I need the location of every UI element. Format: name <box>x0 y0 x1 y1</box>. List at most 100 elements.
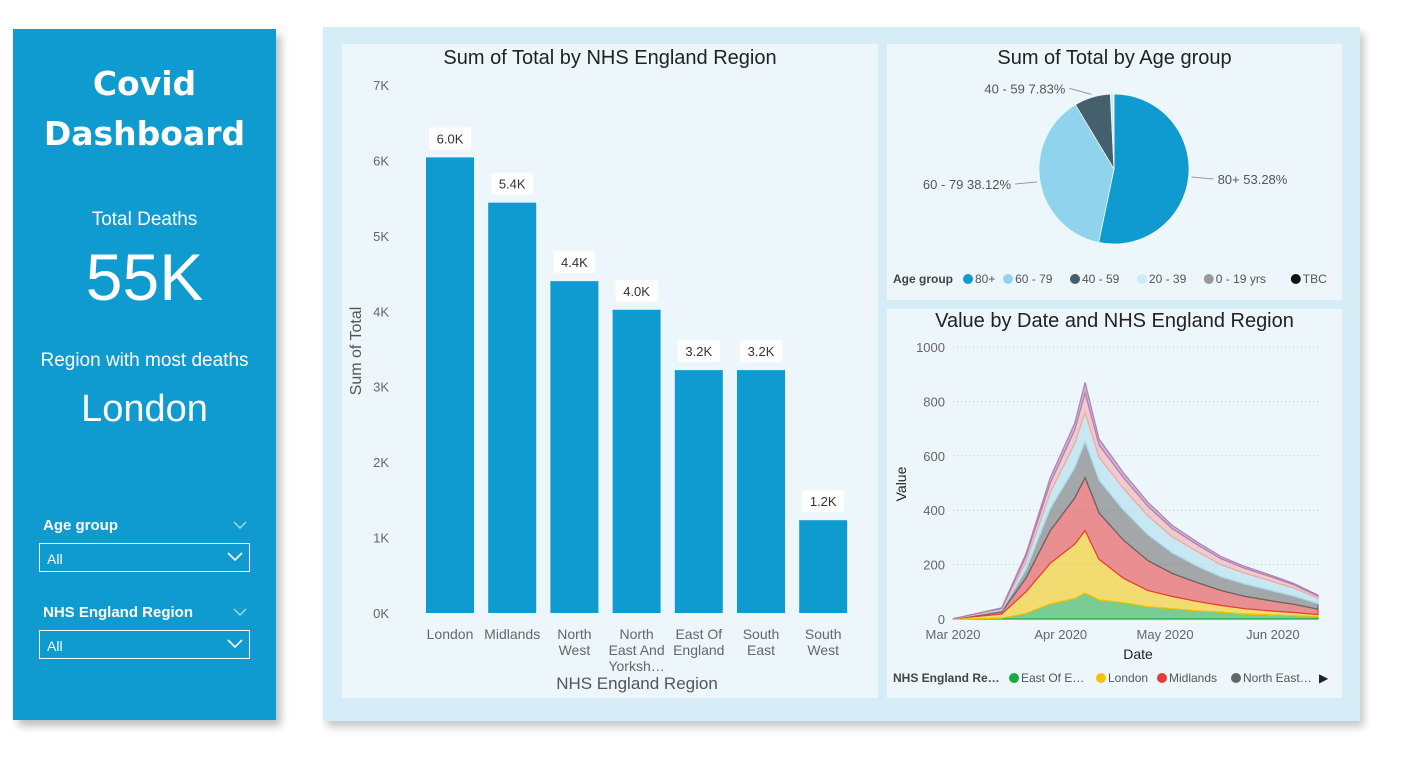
age-group-selected: All <box>47 551 63 567</box>
pie-callout-line <box>1069 87 1092 95</box>
area-x-tick-label: May 2020 <box>1137 627 1194 642</box>
bar-data-label: 5.4K <box>499 177 526 192</box>
area-legend-item[interactable]: North East… <box>1243 671 1312 685</box>
area-x-tick-label: Apr 2020 <box>1034 627 1087 642</box>
area-legend-item[interactable]: Midlands <box>1169 671 1217 685</box>
area-y-tick-label: 1000 <box>916 340 945 355</box>
bar-category-label: Midlands <box>484 626 540 642</box>
region-most-deaths-value: London <box>81 388 208 430</box>
bar-data-label: 3.2K <box>748 344 775 359</box>
bar-data-label-bg <box>429 127 471 150</box>
pie-legend-marker[interactable] <box>1290 274 1301 284</box>
region-dropdown[interactable]: All <box>39 630 250 659</box>
area-chart-x-axis-label: Date <box>1123 646 1153 662</box>
bar-category-label: West <box>807 642 839 658</box>
bar-data-label-bg <box>802 490 845 513</box>
bar-data-label: 3.2K <box>685 344 712 359</box>
pie-slice-1[interactable] <box>1038 104 1115 243</box>
area-legend-marker[interactable] <box>1096 673 1106 683</box>
bar-data-label: 6.0K <box>437 131 464 146</box>
region-slicer-label: NHS England Region <box>43 604 193 621</box>
chevron-down-icon <box>227 639 243 649</box>
bar-chart-panel[interactable]: Sum of Total by NHS England Region 0K 1K 2… <box>342 44 878 698</box>
bar-y-tick-label: 2K <box>373 455 389 470</box>
bar-data-label: 4.4K <box>561 255 588 270</box>
area-legend-marker[interactable] <box>1231 673 1241 683</box>
bar-category-label: East Of <box>675 626 722 642</box>
bar-data-label: 4.0K <box>623 284 650 299</box>
pie-legend-marker[interactable] <box>1136 274 1147 284</box>
bar-category-label: East And <box>609 642 665 658</box>
bar-data-label-bg <box>491 172 534 195</box>
chevron-down-icon <box>227 552 243 562</box>
bar-y-tick-label: 7K <box>373 78 389 93</box>
area-chart-panel[interactable]: Value by Date and NHS England Region 0 20… <box>887 309 1342 698</box>
bar-0[interactable] <box>426 157 474 613</box>
area-legend-item[interactable]: East Of E… <box>1021 671 1084 685</box>
bar-y-tick-label: 1K <box>373 531 389 546</box>
pie-legend-item[interactable]: 80+ <box>975 272 995 286</box>
area-y-tick-label: 200 <box>923 558 945 573</box>
title-line-2: Dashboard <box>43 114 246 153</box>
bar-y-tick-label: 4K <box>373 304 389 319</box>
bar-data-label: 1.2K <box>810 494 837 509</box>
bar-4[interactable] <box>674 370 723 613</box>
area-series-6[interactable] <box>952 382 1319 620</box>
bar-y-tick-label: 3K <box>373 380 389 395</box>
area-y-tick-label: 800 <box>923 394 945 409</box>
pie-legend-item[interactable]: 40 - 59 <box>1082 272 1120 286</box>
report-canvas: Sum of Total by NHS England Region 0K 1K 2… <box>323 27 1360 721</box>
pie-legend-marker[interactable] <box>1070 274 1080 284</box>
bar-category-label: Yorksh… <box>608 658 664 674</box>
chevron-down-icon[interactable] <box>233 605 247 619</box>
bar-data-label-bg <box>677 340 720 363</box>
bar-chart-title: Sum of Total by NHS England Region <box>443 47 777 69</box>
bar-category-label: South <box>805 626 842 642</box>
pie-legend-title: Age group <box>893 272 953 286</box>
pie-chart-panel[interactable]: Sum of Total by Age group 80+ 53.28% 60 -… <box>887 44 1342 300</box>
pie-legend-marker[interactable] <box>963 274 973 284</box>
bar-category-label: England <box>673 642 724 658</box>
area-y-tick-label: 400 <box>923 503 945 518</box>
pie-slice-0[interactable] <box>1098 93 1190 245</box>
pie-legend-item[interactable]: 20 - 39 <box>1149 272 1187 286</box>
region-selected: All <box>47 638 63 654</box>
total-deaths-label: Total Deaths <box>91 209 198 230</box>
bar-category-label: West <box>559 642 591 658</box>
legend-next-arrow-icon[interactable]: ▶ <box>1319 671 1329 685</box>
pie-data-label: 40 - 59 7.83% <box>984 81 1065 96</box>
bar-chart-x-axis-label: NHS England Region <box>556 674 718 693</box>
area-legend-marker[interactable] <box>1009 673 1019 683</box>
bar-y-tick-label: 5K <box>373 229 389 244</box>
pie-legend-marker[interactable] <box>1203 274 1214 284</box>
bar-2[interactable] <box>550 281 599 613</box>
pie-callout-line <box>1191 176 1214 180</box>
bar-category-label: London <box>427 626 474 642</box>
pie-data-label: 80+ 53.28% <box>1218 172 1288 187</box>
pie-data-label: 60 - 79 38.12% <box>923 177 1012 192</box>
pie-legend-item[interactable]: 60 - 79 <box>1015 272 1053 286</box>
total-deaths-value: 55K <box>85 240 204 314</box>
bar-3[interactable] <box>612 309 661 613</box>
area-legend-title: NHS England Re… <box>893 671 1000 685</box>
title-line-1: Covid <box>92 64 197 103</box>
age-group-dropdown[interactable]: All <box>39 543 250 572</box>
pie-callout-line <box>1015 181 1038 185</box>
bar-category-label: North <box>619 626 653 642</box>
bar-y-tick-label: 6K <box>373 153 389 168</box>
area-y-tick-label: 600 <box>923 449 945 464</box>
pie-legend-item[interactable]: 0 - 19 yrs <box>1216 272 1266 286</box>
bar-5[interactable] <box>737 370 785 613</box>
bar-6[interactable] <box>799 520 848 613</box>
area-legend-marker[interactable] <box>1157 673 1167 683</box>
pie-chart: 80+ 53.28% 60 - 79 38.12% 40 - 59 7.83% Ag… <box>893 81 1327 286</box>
bar-1[interactable] <box>488 202 537 613</box>
bar-data-label-bg <box>740 340 782 363</box>
sidebar-panel: Covid Dashboard Total Deaths 55K Region … <box>13 29 276 720</box>
area-legend-item[interactable]: London <box>1108 671 1148 685</box>
bar-data-label-bg <box>615 279 658 302</box>
bar-chart-y-axis-label: Sum of Total <box>348 307 365 396</box>
pie-legend-item[interactable]: TBC <box>1303 272 1327 286</box>
chevron-down-icon[interactable] <box>233 518 247 532</box>
pie-legend-marker[interactable] <box>1003 274 1014 284</box>
